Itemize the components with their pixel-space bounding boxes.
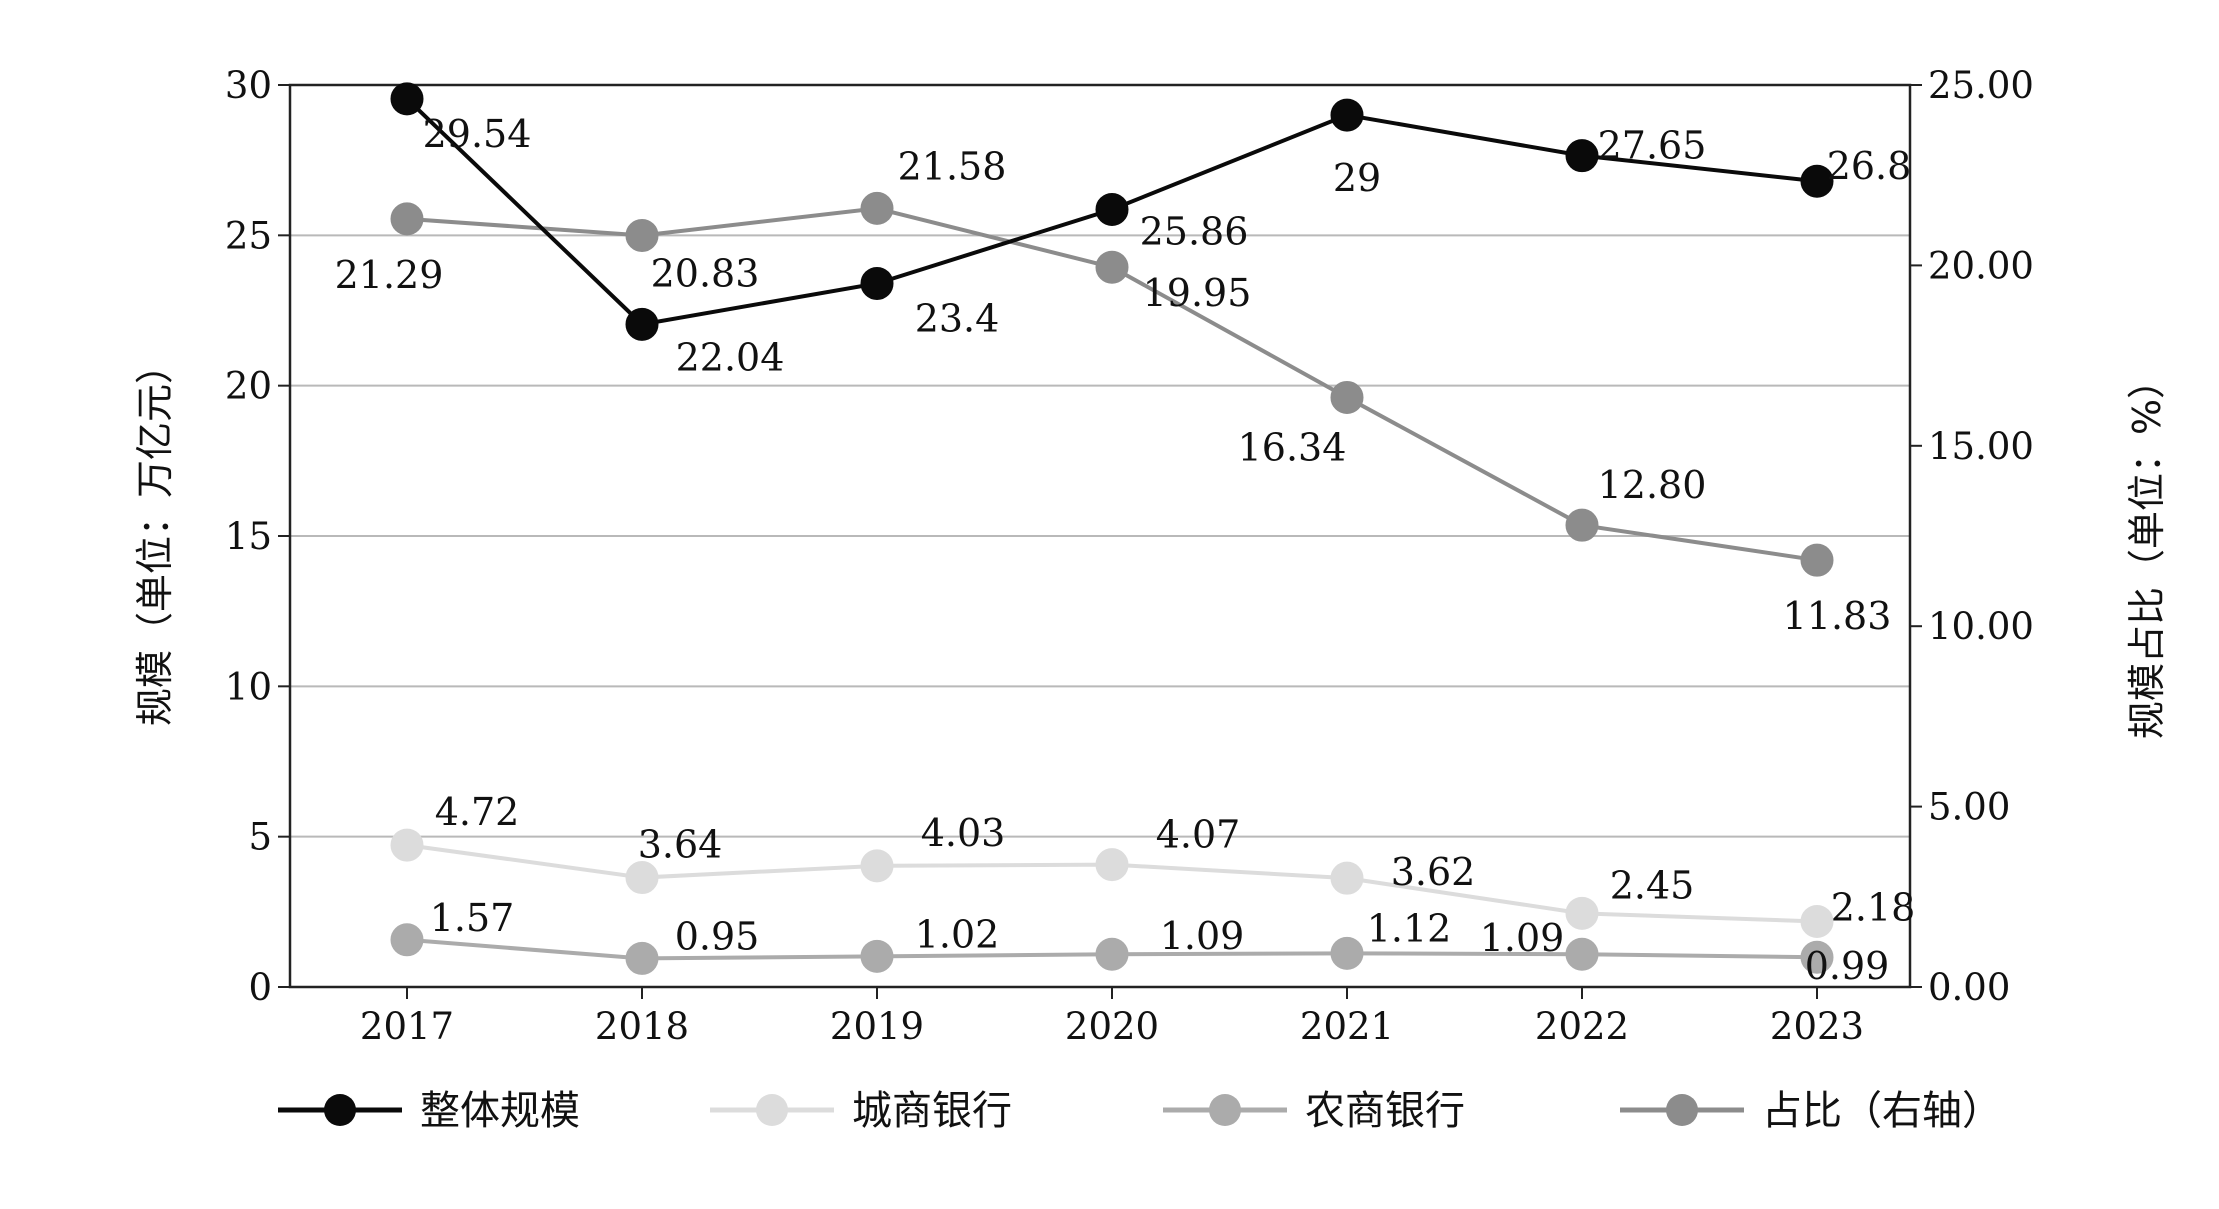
data-label: 26.8 <box>1827 144 1912 188</box>
legend-label: 整体规模 <box>420 1088 580 1134</box>
data-label: 4.03 <box>921 811 1006 855</box>
left-tick-label: 15 <box>225 515 272 558</box>
grid-lines <box>290 234 1910 838</box>
data-point <box>625 941 659 975</box>
x-axis-ticks: 2017 2018 2019 2020 2021 2022 2023 <box>360 987 1864 1048</box>
data-point <box>625 307 659 341</box>
data-point <box>1095 250 1129 284</box>
data-point <box>1565 937 1599 971</box>
data-label: 2.18 <box>1831 885 1916 929</box>
data-label: 21.29 <box>335 253 444 297</box>
right-tick-label: 0.00 <box>1928 966 2010 1009</box>
data-label: 1.12 <box>1367 906 1452 950</box>
legend-item: 农商银行 <box>1163 1088 1465 1134</box>
data-point <box>625 861 659 895</box>
legend-label: 占比（右轴） <box>1762 1088 2002 1134</box>
left-tick-label: 25 <box>225 214 272 257</box>
data-label: 12.80 <box>1598 463 1707 507</box>
data-label: 1.57 <box>430 896 515 940</box>
right-tick-label: 25.00 <box>1928 64 2034 107</box>
data-label: 0.99 <box>1805 944 1890 988</box>
data-label: 1.02 <box>915 912 1000 956</box>
x-tick-label: 2021 <box>1300 1005 1394 1048</box>
data-label: 1.09 <box>1160 914 1245 958</box>
data-label: 11.83 <box>1783 594 1892 638</box>
data-point <box>390 82 424 116</box>
data-point <box>860 849 894 883</box>
data-label: 29.54 <box>423 112 532 156</box>
legend-marker <box>1209 1094 1241 1126</box>
left-tick-label: 30 <box>225 64 272 107</box>
right-tick-label: 15.00 <box>1928 425 2034 468</box>
x-tick-label: 2022 <box>1535 1005 1629 1048</box>
data-point <box>1330 861 1364 895</box>
data-point <box>1330 380 1364 414</box>
data-point <box>1095 192 1129 226</box>
data-point <box>625 218 659 252</box>
legend-item: 整体规模 <box>278 1088 580 1134</box>
data-point <box>1565 896 1599 930</box>
legend: 整体规模 城商银行 农商银行 占比（右轴） <box>278 1088 2002 1134</box>
data-point <box>1800 940 1834 974</box>
legend-marker <box>1666 1094 1698 1126</box>
data-label: 0.95 <box>675 914 760 958</box>
left-tick-label: 10 <box>225 665 272 708</box>
data-point <box>860 266 894 300</box>
data-point <box>1800 904 1834 938</box>
series-layer <box>390 82 1834 975</box>
data-label: 4.72 <box>435 790 520 834</box>
data-label: 19.95 <box>1143 271 1252 315</box>
x-tick-label: 2018 <box>595 1005 689 1048</box>
left-tick-label: 20 <box>225 365 272 408</box>
data-labels: 29.54 22.04 23.4 25.86 29 27.65 26.8 4.72 3.64 4.… <box>335 112 1916 988</box>
data-label: 23.4 <box>915 296 1000 340</box>
data-point <box>390 828 424 862</box>
data-point <box>1095 937 1129 971</box>
left-tick-label: 5 <box>248 816 272 859</box>
x-tick-label: 2017 <box>360 1005 454 1048</box>
data-label: 21.58 <box>898 144 1007 188</box>
data-label: 2.45 <box>1610 863 1695 907</box>
data-point <box>1330 98 1364 132</box>
data-point <box>1095 848 1129 882</box>
data-label: 16.34 <box>1238 425 1347 469</box>
right-axis-title: 规模占比（单位：%） <box>2125 361 2169 739</box>
legend-marker <box>756 1094 788 1126</box>
right-tick-label: 20.00 <box>1928 244 2034 287</box>
data-label: 29 <box>1333 156 1381 200</box>
left-axis-title: 规模（单位：万亿元） <box>133 346 177 726</box>
x-tick-label: 2023 <box>1770 1005 1864 1048</box>
data-label: 27.65 <box>1598 124 1707 168</box>
data-label: 4.07 <box>1156 813 1241 857</box>
data-label: 25.86 <box>1140 209 1249 253</box>
legend-marker <box>324 1094 356 1126</box>
legend-item: 城商银行 <box>710 1088 1012 1134</box>
data-label: 3.62 <box>1391 850 1476 894</box>
legend-label: 农商银行 <box>1305 1088 1465 1134</box>
data-point <box>860 191 894 225</box>
x-tick-label: 2020 <box>1065 1005 1159 1048</box>
right-tick-label: 5.00 <box>1928 786 2010 829</box>
data-label: 22.04 <box>676 335 785 379</box>
legend-label: 城商银行 <box>852 1088 1012 1134</box>
data-point <box>1330 936 1364 970</box>
data-label: 20.83 <box>651 251 760 295</box>
data-point <box>390 202 424 236</box>
data-point <box>390 923 424 957</box>
data-point <box>1800 164 1834 198</box>
data-point <box>1565 508 1599 542</box>
data-point <box>1800 543 1834 577</box>
right-axis-ticks: 0.00 5.00 10.00 15.00 20.00 25.00 <box>1910 64 2034 1009</box>
left-axis-ticks: 0 5 10 15 20 25 30 <box>225 64 290 1009</box>
legend-item: 占比（右轴） <box>1620 1088 2002 1134</box>
left-tick-label: 0 <box>248 966 272 1009</box>
data-label: 1.09 <box>1480 916 1565 960</box>
data-point <box>1565 139 1599 173</box>
right-tick-label: 10.00 <box>1928 605 2034 648</box>
data-point <box>860 939 894 973</box>
data-label: 3.64 <box>638 823 723 867</box>
x-tick-label: 2019 <box>830 1005 924 1048</box>
